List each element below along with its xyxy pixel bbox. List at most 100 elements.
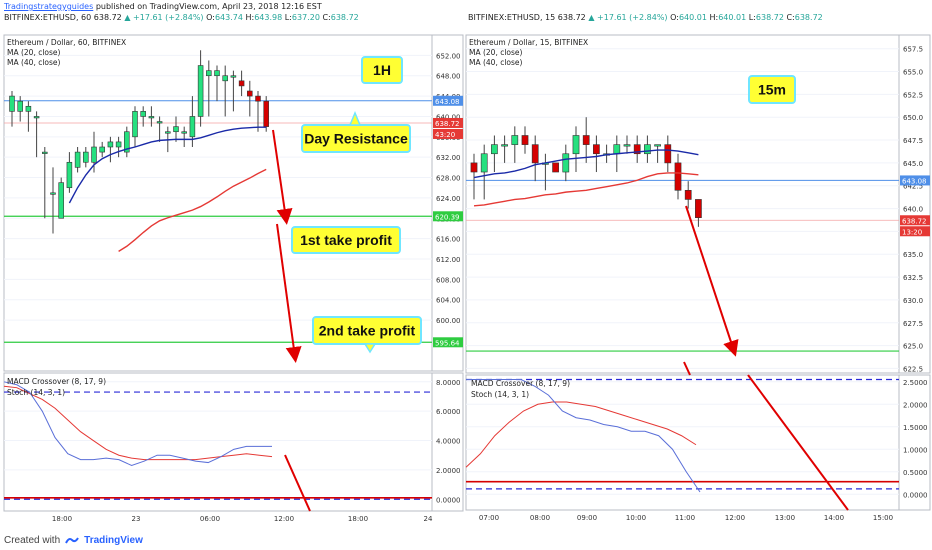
x-tick-label: 18:00 <box>348 515 368 523</box>
tag-tp2-bg <box>433 337 463 348</box>
right-main-panel-price-axis <box>898 34 931 374</box>
candle-body <box>491 144 498 155</box>
callout-day-resistance: Day Resistance <box>301 111 411 153</box>
tag-resistance: 643.08 <box>902 177 927 185</box>
stoch-line <box>466 379 701 493</box>
y-tick-label: 628.00 <box>436 175 461 183</box>
candle-body <box>562 153 570 173</box>
footer-brand[interactable]: TradingView <box>84 535 143 546</box>
y-tick-label: 2.0000 <box>903 401 928 409</box>
y-tick-label: 640.00 <box>436 113 461 121</box>
candle-body <box>74 151 81 168</box>
y-tick-label: 632.00 <box>436 154 461 162</box>
candle-body <box>247 90 253 97</box>
candle-body <box>552 162 559 173</box>
high-value: 643.98 <box>254 13 283 22</box>
left-main-indicator-label: MA (20, close) <box>7 48 61 57</box>
left-main-indicator-label: MA (40, close) <box>7 58 61 67</box>
x-tick-label: 11:00 <box>675 514 695 522</box>
callout-tp1-box <box>291 226 401 254</box>
right-indicator-title: MACD Crossover (8, 17, 9) <box>471 379 570 388</box>
candle-body <box>531 144 539 164</box>
callout-tp2: 2nd take profit <box>312 316 422 354</box>
tag-resistance-bg <box>900 175 930 186</box>
y-tick-label: 624.00 <box>436 195 461 203</box>
candle-body <box>33 116 40 119</box>
tag-last: 638.72 <box>902 217 927 225</box>
candle-body <box>107 141 114 148</box>
tradingview-logo-icon <box>65 537 79 544</box>
callout-15m: 15m <box>748 75 796 104</box>
up-arrow-icon: ▲ <box>124 13 131 22</box>
callout-day-resistance-text: Day Resistance <box>304 131 408 147</box>
y-tick-label: 652.5 <box>903 91 923 99</box>
candle-body <box>132 111 138 138</box>
footer-created-with: Created with <box>4 535 61 546</box>
tag-resistance: 643.08 <box>435 98 460 106</box>
x-tick-label: 13:00 <box>775 514 795 522</box>
x-tick-label: 06:00 <box>200 515 220 523</box>
right-indicator-panel-price-axis <box>898 374 931 511</box>
open-value: 643.74 <box>214 13 243 22</box>
close-value: 638.72 <box>330 13 359 22</box>
candle-body <box>148 116 155 119</box>
tag-countdown: 43:20 <box>435 131 455 139</box>
left-indicator-title: MACD Crossover (8, 17, 9) <box>7 377 106 386</box>
symbol-label: BITFINEX:ETHUSD, 60 <box>4 13 92 22</box>
x-tick-label: 23 <box>132 515 141 523</box>
x-tick-label: 18:00 <box>52 515 72 523</box>
x-tick-label: 07:00 <box>479 514 499 522</box>
tag-resistance-bg <box>433 95 463 106</box>
candle-body <box>99 146 105 153</box>
candle-body <box>593 144 600 155</box>
candle-body <box>197 65 204 117</box>
y-tick-label: 2.0000 <box>436 467 461 475</box>
arrow-to-tp1 <box>272 129 293 225</box>
open-value: 640.01 <box>678 13 707 22</box>
left-indicator-panel-price-axis <box>431 372 464 512</box>
indicator-arrow-right <box>747 374 849 511</box>
candle-body <box>156 121 163 124</box>
callout-day-resistance-tail <box>348 111 362 126</box>
candle-body <box>633 144 641 155</box>
candle-body <box>181 131 187 134</box>
callout-1h: 1H <box>361 56 403 84</box>
callout-15m-box <box>748 75 796 104</box>
author-link[interactable]: Tradingstrategyguides <box>4 2 94 11</box>
candle-body <box>50 192 56 195</box>
y-tick-label: 0.0000 <box>903 491 928 499</box>
candle-body <box>25 105 32 112</box>
ma40-line <box>473 172 699 207</box>
y-tick-label: 604.00 <box>436 297 461 305</box>
high-value: 640.01 <box>718 13 747 22</box>
candle-body <box>511 135 519 145</box>
y-tick-label: 2.5000 <box>903 379 928 387</box>
ma20-line <box>473 149 699 179</box>
y-tick-label: 0.0000 <box>436 496 461 504</box>
candle-body <box>165 131 171 134</box>
low-value: 638.72 <box>755 13 784 22</box>
x-tick-label: 08:00 <box>530 514 550 522</box>
y-tick-label: 655.0 <box>903 69 923 77</box>
y-tick-label: 627.5 <box>903 320 923 328</box>
candle-body <box>222 75 228 82</box>
y-tick-label: 642.5 <box>903 183 923 191</box>
candle-body <box>470 162 478 173</box>
left-main-title: Ethereum / Dollar, 60, BITFINEX <box>7 38 126 47</box>
tag-last-bg <box>433 117 463 128</box>
right-main-indicator-label: MA (40, close) <box>469 58 523 67</box>
right-main-indicator-label: MA (20, close) <box>469 48 523 57</box>
candle-body <box>66 161 73 189</box>
left-main-panel-price-axis <box>431 34 464 372</box>
y-tick-label: 616.00 <box>436 236 461 244</box>
candle-body <box>17 100 23 112</box>
x-tick-label: 24 <box>424 515 433 523</box>
price-change: +17.61 (+2.84%) <box>597 13 668 22</box>
candle-body <box>572 135 580 155</box>
callout-tp1-text: 1st take profit <box>300 232 392 248</box>
last-price: 638.72 <box>557 13 586 22</box>
footer: Created with TradingView <box>4 535 143 546</box>
arrow-to-tp2 <box>276 223 302 363</box>
candle-body <box>214 70 220 77</box>
y-tick-label: 1.5000 <box>903 424 928 432</box>
